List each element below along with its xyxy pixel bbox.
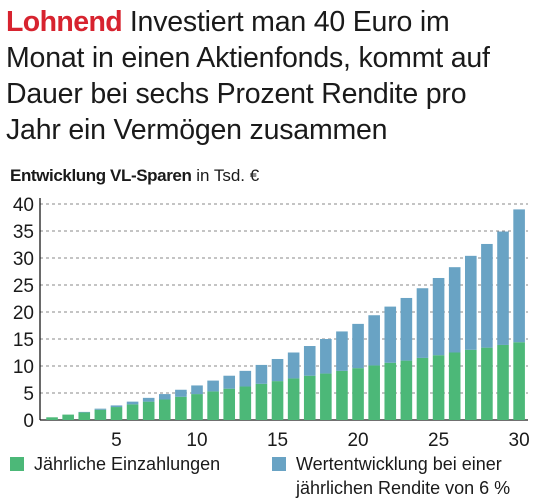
bar-einzahlungen-1 [46,417,58,420]
bar-wertentwicklung-21 [368,315,380,366]
y-tick-label-15: 15 [13,330,34,351]
y-tick-label-40: 40 [13,195,34,216]
bar-wertentwicklung-5 [110,405,123,408]
bar-wertentwicklung-4 [94,408,107,410]
bar-einzahlungen-28 [481,347,493,420]
bar-einzahlungen-24 [416,357,429,420]
headline-keyword: Lohnend [6,6,123,38]
bar-einzahlungen-4 [94,409,107,420]
y-tick-label-35: 35 [13,222,34,243]
legend-swatch-einzahlungen [10,457,24,471]
bar-einzahlungen-30 [513,342,525,420]
y-tick-label-5: 5 [23,384,34,405]
bar-einzahlungen-29 [497,344,509,420]
bar-einzahlungen-14 [255,383,268,420]
x-tick-label-30: 30 [509,430,530,451]
bar-wertentwicklung-11 [207,380,219,392]
bar-wertentwicklung-20 [352,323,364,369]
x-tick-label-20: 20 [347,430,368,451]
bar-wertentwicklung-14 [255,364,268,384]
y-tick-label-0: 0 [23,411,34,432]
bar-einzahlungen-11 [207,391,219,420]
bar-einzahlungen-22 [384,362,397,420]
bar-wertentwicklung-17 [303,346,316,376]
legend-label-wertentwicklung: Wertentwicklung bei einer jährlichen Ren… [296,454,511,498]
x-tick-label-10: 10 [186,430,207,451]
bar-einzahlungen-23 [400,360,413,420]
bar-wertentwicklung-24 [416,288,429,358]
bar-einzahlungen-9 [175,396,187,420]
bar-wertentwicklung-9 [175,389,187,397]
stacked-bar-chart: 0 5 10 15 20 25 30 35 40 5 10 15 20 25 30 [13,195,530,451]
bar-wertentwicklung-6 [126,401,139,405]
bar-wertentwicklung-25 [432,277,445,356]
y-tick-label-20: 20 [13,303,34,324]
bar-einzahlungen-19 [336,370,348,420]
y-tick-label-10: 10 [13,357,34,378]
bar-wertentwicklung-15 [271,358,284,382]
bar-wertentwicklung-19 [336,331,348,371]
bar-wertentwicklung-7 [142,397,155,402]
bar-einzahlungen-16 [287,378,300,420]
bar-wertentwicklung-23 [400,297,413,361]
bar-einzahlungen-6 [126,404,139,420]
bar-einzahlungen-12 [223,388,236,420]
x-tick-label-5: 5 [111,430,122,451]
bar-wertentwicklung-12 [223,375,236,389]
headline: Lohnend Investiert man 40 Euro im Monat … [6,4,526,148]
bar-wertentwicklung-22 [384,306,397,363]
bar-einzahlungen-7 [142,401,155,420]
bar-einzahlungen-20 [352,368,364,420]
bar-einzahlungen-3 [78,412,91,420]
bar-wertentwicklung-3 [78,411,91,413]
bar-einzahlungen-26 [448,352,461,420]
bar-wertentwicklung-10 [191,385,203,395]
bar-einzahlungen-27 [465,349,477,420]
bar-einzahlungen-10 [191,394,203,420]
bar-einzahlungen-17 [303,375,316,420]
chart-unit: in Tsd. € [196,166,260,185]
bar-wertentwicklung-29 [497,231,509,345]
bar-wertentwicklung-16 [287,352,300,379]
x-tick-label-25: 25 [428,430,449,451]
chart-subtitle: Entwicklung VL-Sparen in Tsd. € [10,166,259,186]
bar-einzahlungen-15 [271,381,284,420]
y-tick-label-25: 25 [13,276,34,297]
headline-text: Investiert man 40 Euro im Monat in einen… [6,6,490,146]
legend-label-einzahlungen: Jährliche Einzahlungen [34,454,221,474]
bar-einzahlungen-18 [320,373,332,420]
bar-wertentwicklung-8 [158,394,171,400]
bar-einzahlungen-25 [432,355,445,420]
bar-wertentwicklung-28 [481,243,493,348]
x-tick-label-15: 15 [267,430,288,451]
bar-wertentwicklung-30 [513,209,525,343]
bar-einzahlungen-5 [110,407,123,420]
bar-wertentwicklung-27 [465,255,477,350]
bar-einzahlungen-21 [368,365,380,420]
bar-wertentwicklung-18 [320,339,332,374]
chart-title: Entwicklung VL-Sparen [10,166,192,185]
bar-einzahlungen-8 [158,399,171,420]
legend-swatch-wertentwicklung [272,457,286,471]
bar-wertentwicklung-13 [239,370,252,387]
bar-einzahlungen-2 [62,414,74,420]
bar-einzahlungen-13 [239,386,252,420]
y-tick-label-30: 30 [13,249,34,270]
bar-wertentwicklung-26 [448,267,461,353]
